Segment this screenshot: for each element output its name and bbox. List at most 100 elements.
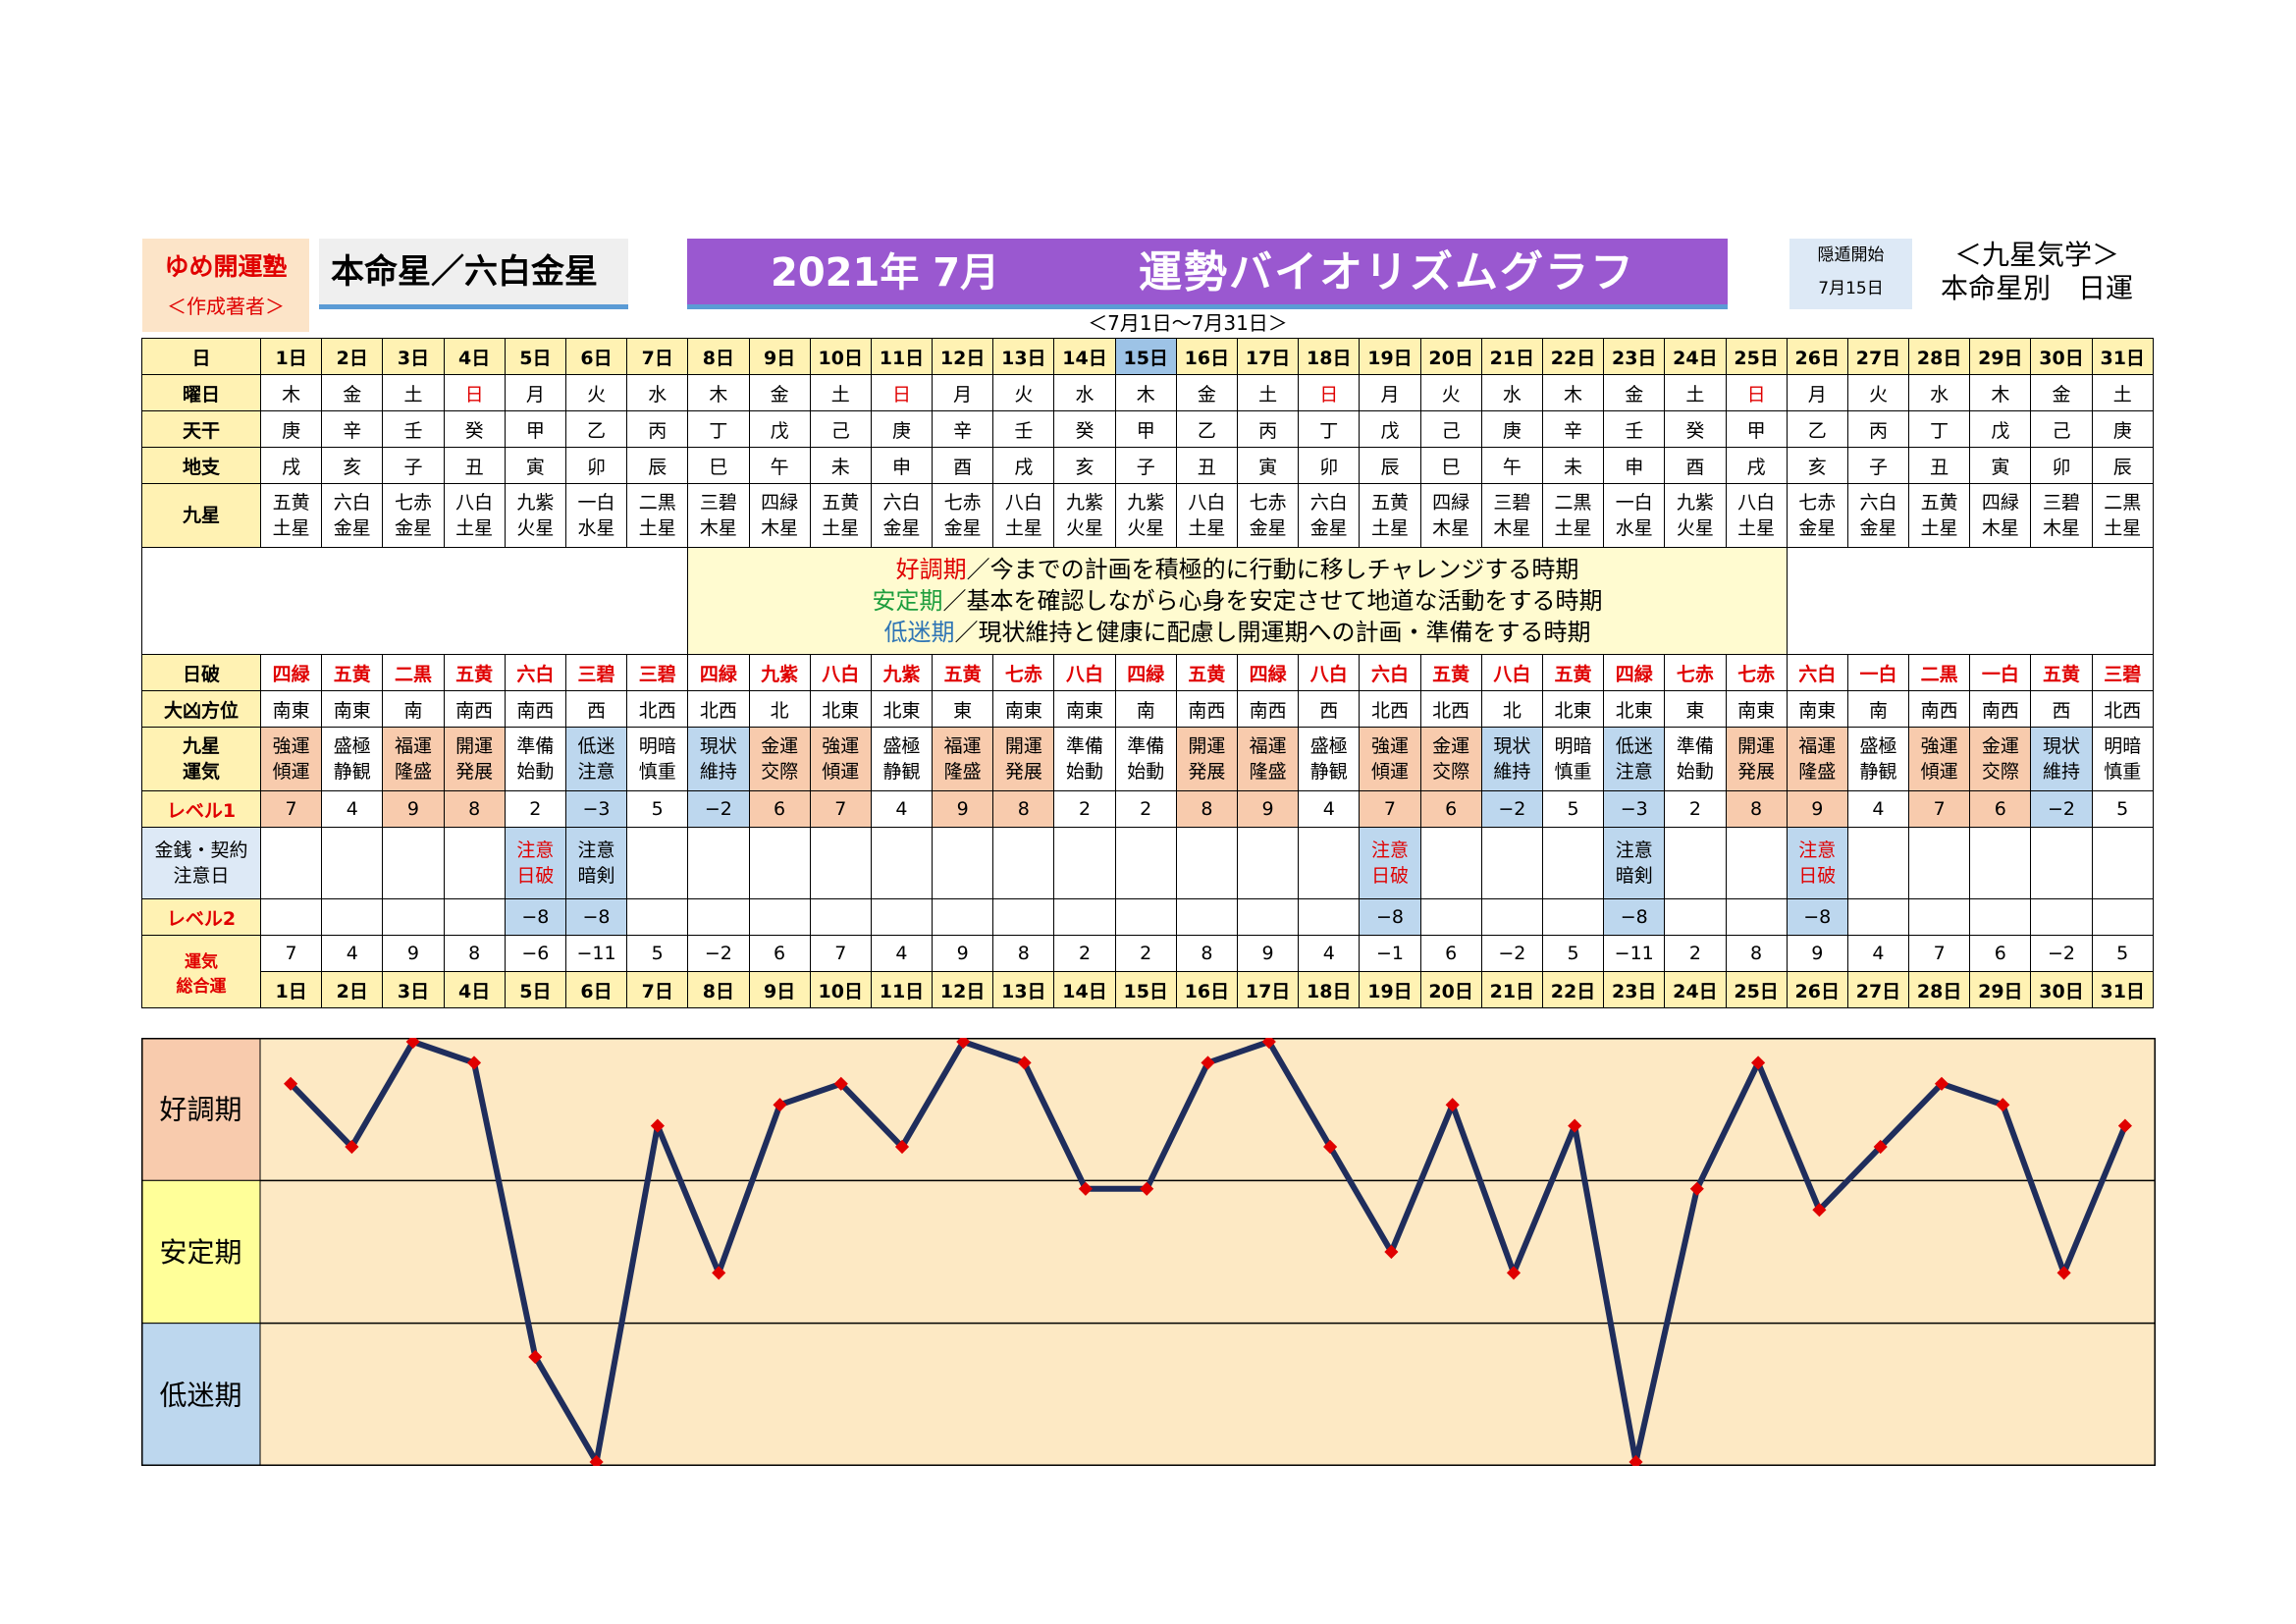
unki-cell-line-0: 強運 (1920, 735, 1958, 757)
tenkan-cell: 戊 (1969, 410, 2032, 448)
daikyo-cell: 南西 (1969, 690, 2032, 728)
unki-cell-line-1: 傾運 (1370, 761, 1409, 783)
day-cell: 7日 (626, 338, 689, 375)
chishi-row: 地支戌亥子丑寅卯辰巳午未申酉戌亥子丑寅卯辰巳午未申酉戌亥子丑寅卯辰 (141, 447, 2154, 484)
unki-cell-line-1: 交際 (1432, 761, 1470, 783)
data-point-8 (712, 1266, 726, 1280)
day-cell-bottom: 10日 (809, 971, 872, 1008)
kyusei-cell-line-1: 土星 (455, 517, 494, 539)
level2-cell (932, 898, 994, 936)
daikyo-cell: 北西 (2091, 690, 2154, 728)
day-cell: 6日 (564, 338, 628, 375)
kinsen-cell-line-0: 注意 (1615, 839, 1653, 861)
kinsen-cell-line-0: 注意 (1798, 839, 1837, 861)
daikyo-cell: 南 (1114, 690, 1177, 728)
kinsen-cell (2091, 827, 2154, 899)
unki-cell-line-0: 金運 (761, 735, 799, 757)
weekday-cell: 水 (1908, 374, 1971, 411)
unki-cell-line-1: 始動 (1676, 761, 1714, 783)
kyusei-cell-line-0: 二黒 (638, 492, 676, 514)
kinsen-cell (748, 827, 811, 899)
kinsen-row: 金銭・契約 注意日 注意 日破 注意 暗剣 注意 日破 注意 暗剣 注意 日破 (141, 827, 2154, 899)
day-cell: 31日 (2091, 338, 2154, 375)
nippa-header-text-0: 日破 (182, 663, 220, 685)
level1-cell: 4 (870, 790, 934, 828)
day-cell-bottom: 30日 (2030, 971, 2093, 1008)
kyusei-cell-line-1: 土星 (1188, 517, 1226, 539)
tenkan-cell: 丙 (1236, 410, 1300, 448)
kyusei-cell-line-0: 三碧 (699, 492, 737, 514)
daikyo-cell: 南東 (321, 690, 384, 728)
chishi-cell: 戌 (259, 447, 323, 484)
kyusei-cell: 七赤 金星 (382, 483, 445, 548)
unki-cell: 明暗 慎重 (1541, 727, 1605, 791)
data-point-3 (405, 1038, 420, 1050)
sogo-cell: 8 (443, 935, 506, 972)
kinsen-cell-line-0: 注意 (516, 839, 555, 861)
level1-row: レベル1 7 4 9 8 2 −3 5 −2 6 7 4 9 8 2 2 8 9 4 7 6 −2 5 −3 2 8 9 4 7 6 −2 5 (141, 790, 2154, 828)
day-cell: 30日 (2030, 338, 2093, 375)
kinsen-cell: 注意 暗剣 (564, 827, 628, 899)
unki-cell-line-1: 維持 (1493, 761, 1531, 783)
kyusei-cell: 六白 金星 (1846, 483, 1910, 548)
unki-cell: 開運 発展 (443, 727, 506, 791)
weekday-cell: 日 (1298, 374, 1361, 411)
sogo-cell: 2 (1664, 935, 1727, 972)
day-cell-bottom: 26日 (1786, 971, 1848, 1008)
level1-cell: 2 (1114, 790, 1177, 828)
tenkan-header-text-0: 天干 (182, 419, 220, 442)
chishi-cell: 子 (382, 447, 445, 484)
tenkan-cell: 乙 (1175, 410, 1239, 448)
unki-cell: 低迷 注意 (1603, 727, 1666, 791)
unki-cell-line-0: 現状 (2043, 735, 2081, 757)
day-cell-bottom: 13日 (992, 971, 1055, 1008)
level2-cell (748, 898, 811, 936)
tenkan-cell: 辛 (932, 410, 994, 448)
level1-cell: 8 (443, 790, 506, 828)
weekday-cell: 木 (259, 374, 323, 411)
sogo-cell: 9 (1786, 935, 1848, 972)
chishi-cell: 子 (1846, 447, 1910, 484)
kyusei-cell-line-1: 木星 (1432, 517, 1470, 539)
kyusei-cell: 二黒 土星 (1541, 483, 1605, 548)
kyusei-cell-line-0: 八白 (1004, 492, 1042, 514)
kinsen-cell-line-0: 注意 (1370, 839, 1409, 861)
weekday-cell: 月 (1359, 374, 1421, 411)
band-label-low (141, 1323, 261, 1466)
unki-cell-line-1: 静観 (1309, 761, 1348, 783)
day-cell: 9日 (748, 338, 811, 375)
unki-cell-line-0: 準備 (1066, 735, 1104, 757)
chishi-cell: 丑 (443, 447, 506, 484)
unki-cell-line-1: 慎重 (1554, 761, 1592, 783)
inton-label: 隠遁開始 (1817, 245, 1885, 265)
kyusei-cell-line-1: 土星 (1004, 517, 1042, 539)
daikyo-cell: 西 (2030, 690, 2093, 728)
nippa-cell: 五黄 (2030, 654, 2093, 691)
nippa-cell: 四緑 (259, 654, 323, 691)
tenkan-cell: 乙 (1786, 410, 1848, 448)
chishi-cell: 戌 (1725, 447, 1788, 484)
day-cell: 26日 (1786, 338, 1848, 375)
kyusei-cell: 九紫 火星 (1664, 483, 1727, 548)
daikyo-cell: 北西 (1359, 690, 1421, 728)
kinsen-cell (992, 827, 1055, 899)
unki-header-text-0: 九星 (182, 735, 220, 757)
level2-cell: −8 (504, 898, 566, 936)
level2-cell (1480, 898, 1543, 936)
tenkan-cell: 壬 (1603, 410, 1666, 448)
level2-cell (1298, 898, 1361, 936)
kyusei-cell-line-0: 六白 (882, 492, 921, 514)
tenkan-cell: 乙 (564, 410, 628, 448)
weekday-cell: 土 (1664, 374, 1727, 411)
level1-cell: 6 (1969, 790, 2032, 828)
level2-cell (992, 898, 1055, 936)
unki-cell: 盛極 静観 (1298, 727, 1361, 791)
weekday-cell: 木 (687, 374, 750, 411)
tenkan-cell: 甲 (1114, 410, 1177, 448)
kyusei-cell-line-0: 二黒 (2104, 492, 2142, 514)
kyusei-cell-line-0: 四緑 (1981, 492, 2019, 514)
data-point-17 (1261, 1038, 1276, 1050)
level1-cell: 4 (1298, 790, 1361, 828)
day-cell: 21日 (1480, 338, 1543, 375)
level1-cell: 9 (932, 790, 994, 828)
